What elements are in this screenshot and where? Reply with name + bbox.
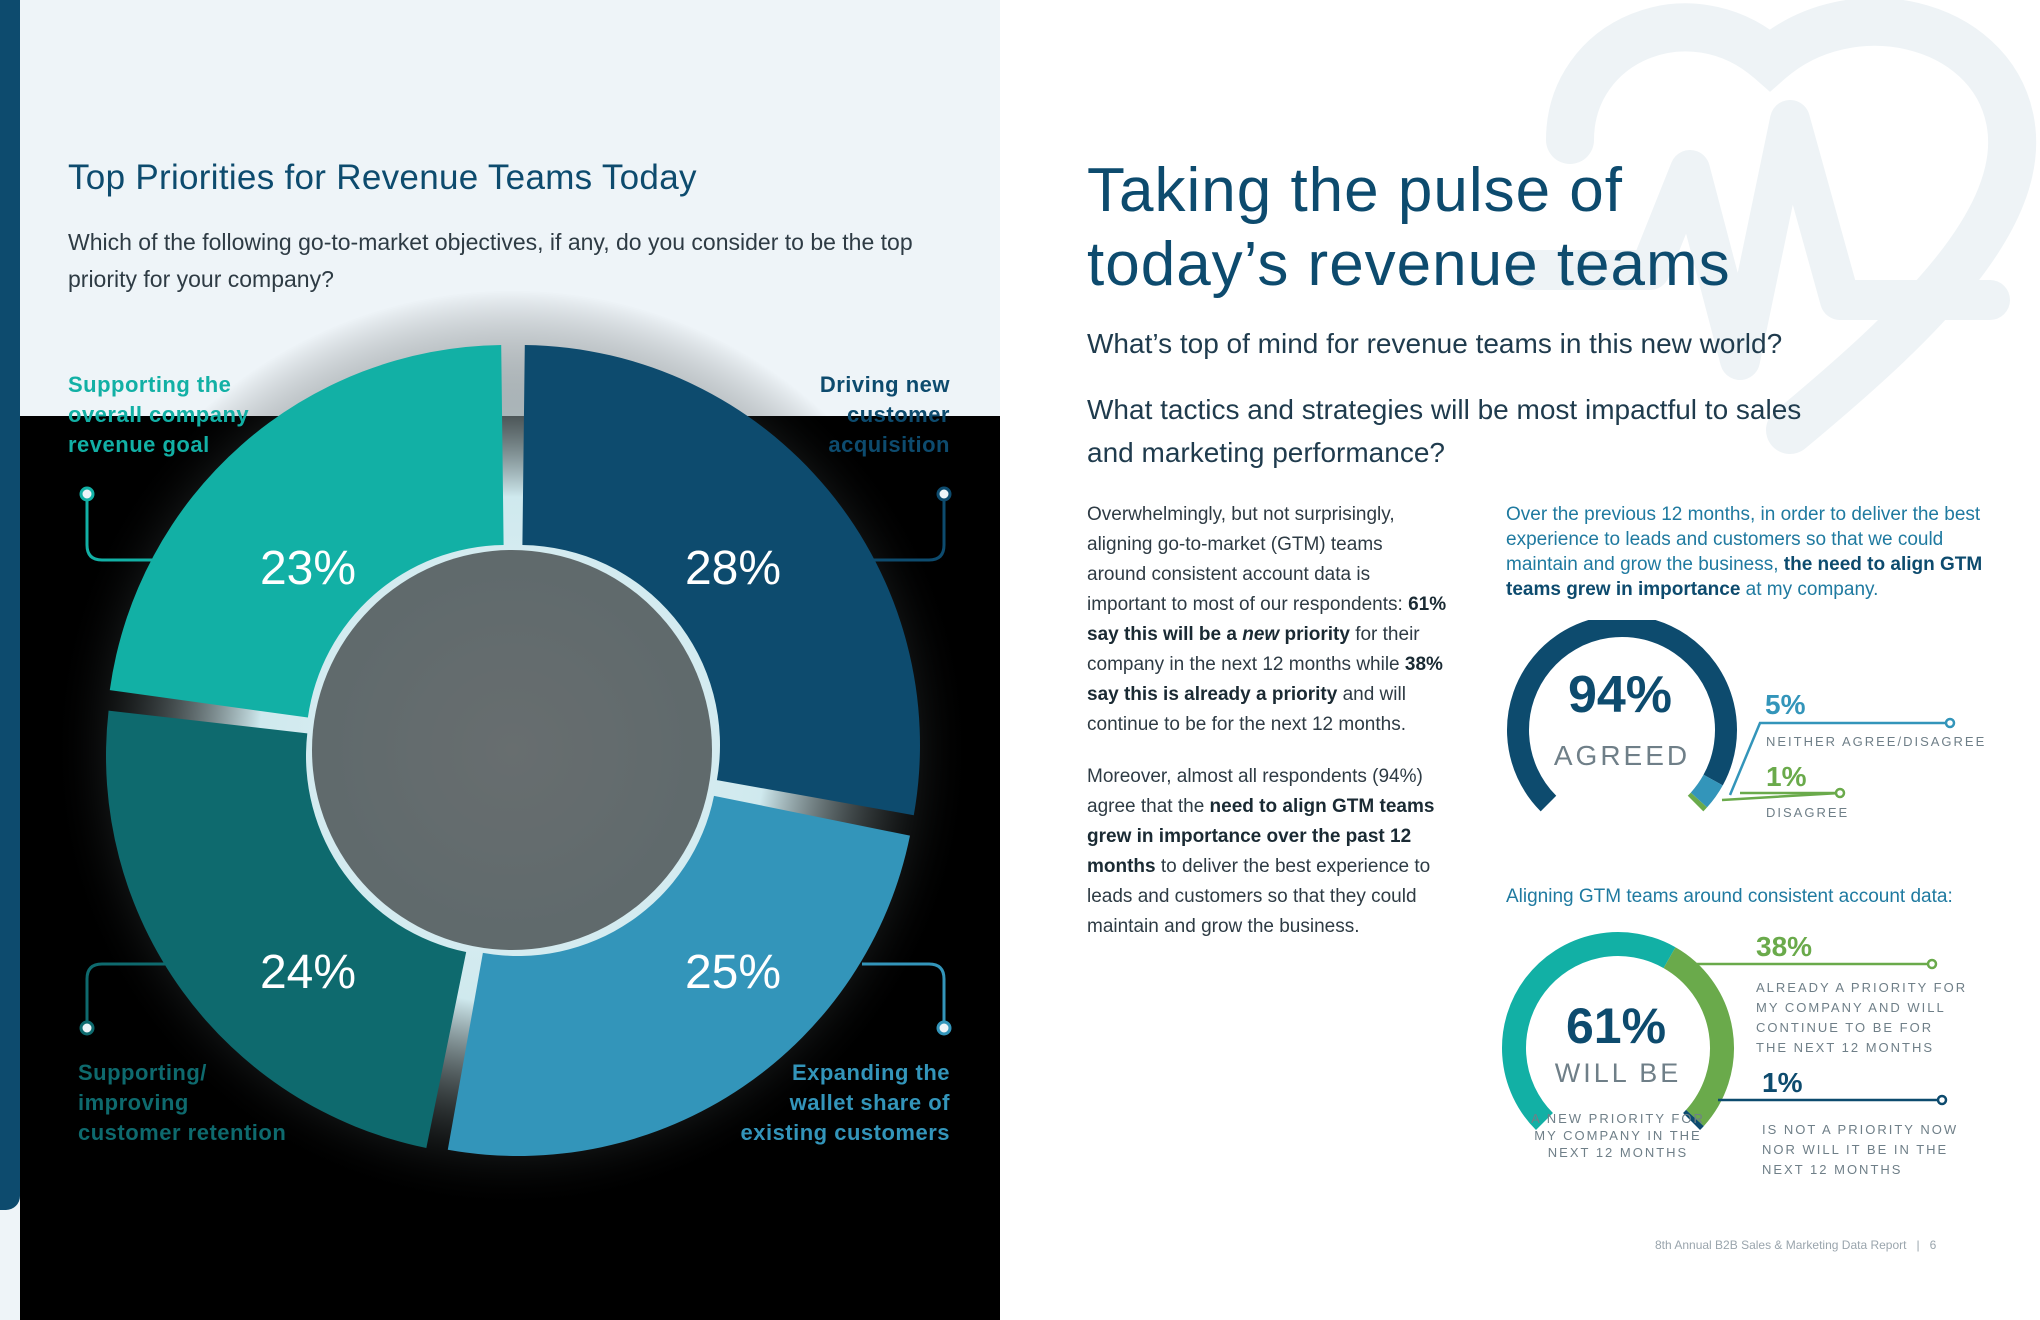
neither-value: 5% (1765, 689, 1806, 720)
segment-percent-label: 28% (685, 542, 781, 595)
segment-category-label: Supporting the (68, 372, 231, 397)
already-dot (1926, 958, 1938, 970)
gauge-caption-line: MY COMPANY AND WILL (1756, 1000, 1946, 1015)
left-page: Top Priorities for Revenue Teams Today W… (0, 0, 1020, 1320)
gauge-1-sub-label: AGREED (1554, 740, 1690, 771)
body-paragraph-2: Moreover, almost all respondents (94%) a… (1087, 766, 1435, 937)
segment-category-label: customer (847, 402, 950, 427)
disagree-value: 1% (1766, 761, 1807, 792)
gauge-caption-line: NOR WILL IT BE IN THE (1762, 1142, 1948, 1157)
body-text: Overwhelmingly, but not surprisingly, al… (1087, 500, 1447, 964)
page-gutter (1000, 0, 1020, 1320)
page-title: Taking the pulse of today’s revenue team… (1087, 154, 1731, 302)
page-footer: 8th Annual B2B Sales & Marketing Data Re… (1655, 1238, 1937, 1252)
not-value: 1% (1762, 1067, 1803, 1098)
heart-pulse-watermark-icon (1510, 0, 2037, 454)
page-title-line-1: Taking the pulse of (1087, 156, 1624, 225)
label-connector-dot (936, 1020, 952, 1036)
body-emphasis: need to align GTM teams grew in importan… (1087, 796, 1435, 877)
gauge-arc-segment (1663, 947, 1734, 1127)
segment-category-label: overall company (68, 402, 249, 427)
label-connector-dot (79, 1020, 95, 1036)
chart-question: Which of the following go-to-market obje… (68, 229, 913, 292)
donut-segment (447, 795, 910, 1156)
donut-hole (312, 550, 712, 950)
body-emphasis: 38% say this is already a priority (1087, 654, 1443, 705)
neither-label: NEITHER AGREE/DISAGREE (1766, 734, 1986, 749)
gauge-arc-segment (1690, 774, 1723, 808)
segment-percent-label: 24% (260, 946, 356, 999)
gauge-caption-line: A NEW PRIORITY FOR (1531, 1111, 1705, 1126)
label-connector-line (862, 962, 946, 1028)
segment-percent-label: 25% (685, 946, 781, 999)
label-connector-line (85, 494, 180, 562)
gauge-caption-line: NEXT 12 MONTHS (1548, 1145, 1688, 1160)
donut-segment-group (447, 795, 910, 1156)
disagree-dot (1834, 787, 1846, 799)
gauge-1-big-value: 94% (1568, 666, 1672, 724)
page-title-line-2: today’s revenue teams (1087, 230, 1731, 299)
neither-connector (1728, 721, 1950, 796)
gauge-arc-segment (1687, 792, 1708, 812)
gauge-2-big-value: 61% (1566, 998, 1666, 1054)
donut-segment-group (109, 345, 504, 718)
gauge-2-sub-label: WILL BE (1555, 1058, 1682, 1088)
disagree-label: DISAGREE (1766, 805, 1849, 820)
question-2-line-1: What tactics and strategies will be most… (1087, 394, 1802, 425)
gauge-caption-line: THE NEXT 12 MONTHS (1756, 1040, 1934, 1055)
label-connector-dot (936, 486, 952, 502)
donut-segment-group (106, 710, 467, 1148)
left-accent-rail (0, 0, 20, 1210)
gauge-caption-line: IS NOT A PRIORITY NOW (1762, 1122, 1958, 1137)
segment-category-label: Driving new (820, 372, 951, 397)
gauge-arc-segment (1683, 1109, 1704, 1131)
not-dot (1936, 1094, 1948, 1106)
segment-category-label: improving (78, 1090, 189, 1115)
gauge-caption-line: MY COMPANY IN THE (1534, 1128, 1701, 1143)
label-connector-line (85, 962, 175, 1028)
segment-category-label: existing customers (740, 1120, 950, 1145)
label-connector-dot (79, 486, 95, 502)
gauge-arc-segment (1507, 620, 1737, 812)
segment-category-label: acquisition (828, 432, 950, 457)
segment-category-label: revenue goal (68, 432, 210, 457)
donut-segment (106, 710, 467, 1148)
neither-dot (1944, 717, 1956, 729)
gauge-caption-line: CONTINUE TO BE FOR (1756, 1020, 1933, 1035)
donut-segment (109, 345, 504, 718)
already-value: 38% (1756, 931, 1812, 962)
segment-percent-label: 23% (260, 542, 356, 595)
body-paragraph-1: Overwhelmingly, but not surprisingly, al… (1087, 504, 1447, 735)
alignment-callout: Aligning GTM teams around consistent acc… (1506, 886, 1953, 907)
agree-callout: Over the previous 12 months, in order to… (1506, 504, 1983, 600)
question-1: What’s top of mind for revenue teams in … (1087, 328, 1783, 359)
label-connector-line (870, 494, 946, 562)
segment-category-label: Expanding the (792, 1060, 950, 1085)
donut-segment (522, 345, 920, 816)
segment-category-label: customer retention (78, 1120, 286, 1145)
chart-title: Top Priorities for Revenue Teams Today (68, 158, 697, 197)
question-2-line-2: and marketing performance? (1087, 437, 1445, 468)
gauge-caption-line: NEXT 12 MONTHS (1762, 1162, 1902, 1177)
segment-category-label: Supporting/ (78, 1060, 207, 1085)
donut-segment-group (522, 345, 920, 816)
gauge-arc-segment (1502, 932, 1676, 1131)
segment-category-label: wallet share of (789, 1090, 951, 1115)
agreement-gauge: 94% AGREED 5% NEITHER AGREE/DISAGREE 1% … (1507, 620, 1986, 820)
alignment-gauge: 61% WILL BE A NEW PRIORITY FOR MY COMPANY… (1502, 931, 1967, 1177)
body-emphasis: 61% say this will be a new priority (1087, 594, 1447, 645)
gauge-caption-line: ALREADY A PRIORITY FOR (1756, 980, 1967, 995)
priorities-donut-chart: 28% 25% 24% 23% Driving new customer acquisit… (52, 290, 972, 1210)
